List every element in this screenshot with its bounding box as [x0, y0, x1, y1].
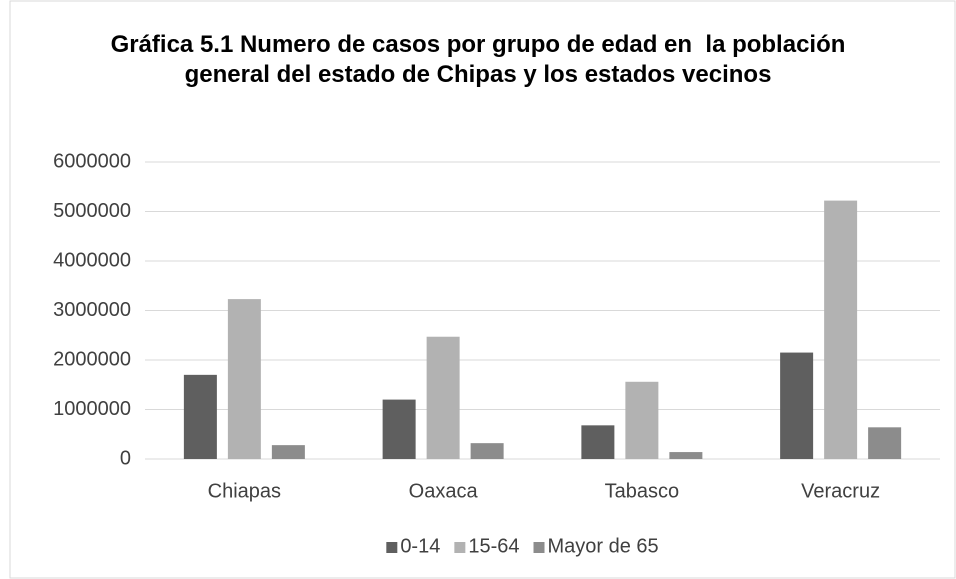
- x-tick-label: Tabasco: [605, 480, 680, 502]
- chart-title: Gráfica 5.1 Numero de casos por grupo de…: [110, 31, 853, 88]
- y-tick-label: 3000000: [53, 299, 131, 321]
- y-tick-label: 4000000: [53, 249, 131, 271]
- y-tick-label: 0: [120, 447, 131, 469]
- legend-label: 15-64: [468, 535, 519, 557]
- x-tick-label: Oaxaca: [409, 480, 479, 502]
- y-tick-label: 6000000: [53, 150, 131, 172]
- bar: [426, 336, 460, 459]
- legend-label: 0-14: [400, 535, 440, 557]
- legend-label: Mayor de 65: [548, 535, 659, 557]
- y-tick-label: 5000000: [53, 200, 131, 222]
- bar: [581, 425, 615, 459]
- bar: [824, 200, 858, 460]
- legend-swatch: [386, 542, 398, 553]
- legend-swatch: [454, 542, 466, 553]
- bar: [780, 352, 814, 459]
- bar: [868, 427, 902, 459]
- legend-swatch: [533, 542, 545, 553]
- bar: [227, 299, 261, 459]
- y-tick-label: 2000000: [53, 348, 131, 370]
- bar: [183, 374, 217, 459]
- x-tick-label: Veracruz: [801, 480, 880, 502]
- chart-border: [9, 0, 956, 579]
- bar: [382, 399, 416, 459]
- bar: [669, 452, 703, 459]
- bar: [625, 381, 659, 459]
- y-tick-label: 1000000: [53, 398, 131, 420]
- bar: [271, 445, 305, 459]
- bar: [470, 443, 504, 459]
- x-tick-label: Chiapas: [208, 480, 281, 502]
